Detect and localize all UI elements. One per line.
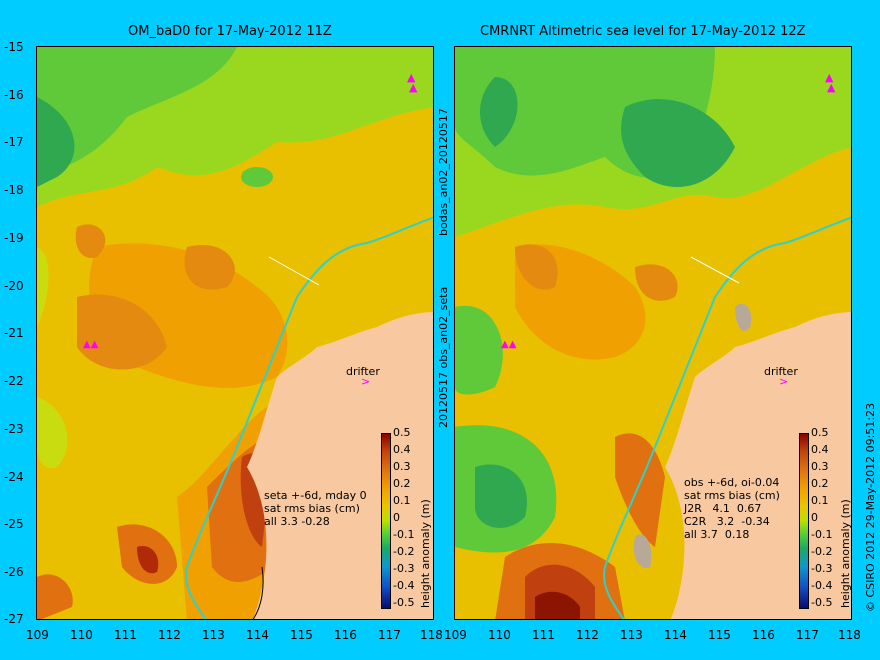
x-tick: 116: [334, 628, 357, 642]
colorbar-right: [799, 433, 809, 609]
svg-text:▲: ▲: [827, 81, 836, 94]
x-tick: 113: [620, 628, 643, 642]
x-tick: 114: [246, 628, 269, 642]
colorbar-tick: 0.5: [811, 426, 829, 439]
x-tick: 116: [752, 628, 775, 642]
colorbar-tick: -0.2: [811, 545, 833, 558]
y-tick: -19: [4, 231, 24, 245]
y-tick: -24: [4, 470, 24, 484]
y-tick: -18: [4, 183, 24, 197]
colorbar-tick: -0.1: [393, 528, 415, 541]
x-tick: 117: [378, 628, 401, 642]
svg-text:▲▲: ▲▲: [501, 339, 517, 350]
x-tick: 115: [290, 628, 313, 642]
colorbar-left: [381, 433, 391, 609]
colorbar-tick: 0.4: [811, 443, 829, 456]
colorbar-tick: -0.3: [393, 562, 415, 575]
x-tick: 111: [114, 628, 137, 642]
svg-text:▲: ▲: [409, 81, 418, 94]
left-panel-title: OM_baD0 for 17-May-2012 11Z: [128, 24, 332, 39]
x-tick: 115: [708, 628, 731, 642]
x-tick: 113: [202, 628, 225, 642]
colorbar-tick: -0.4: [811, 579, 833, 592]
run-id-label: bodas_an02_20120517: [437, 108, 450, 236]
colorbar-tick: -0.5: [811, 596, 833, 609]
y-tick: -16: [4, 88, 24, 102]
x-tick: 117: [796, 628, 819, 642]
x-tick: 114: [664, 628, 687, 642]
y-tick: -22: [4, 374, 24, 388]
svg-text:>: >: [779, 375, 788, 388]
svg-text:▲▲: ▲▲: [83, 339, 99, 350]
colorbar-tick: -0.4: [393, 579, 415, 592]
colorbar-tick: 0.4: [393, 443, 411, 456]
colorbar-left-label: height anomaly (m): [419, 499, 432, 608]
colorbar-right-label: height anomaly (m): [839, 499, 852, 608]
colorbar-tick: 0.5: [393, 426, 411, 439]
colorbar-tick: -0.3: [811, 562, 833, 575]
y-tick: -26: [4, 565, 24, 579]
y-tick: -27: [4, 612, 24, 626]
svg-text:▲: ▲: [407, 71, 416, 84]
right-panel-title: CMRNRT Altimetric sea level for 17-May-2…: [480, 24, 806, 39]
y-tick: -25: [4, 517, 24, 531]
x-tick: 111: [532, 628, 555, 642]
obs-id-label: 20120517 obs_an02_seta: [437, 286, 450, 428]
right-map-panel: ▲ ▲ ▲▲ >: [454, 46, 852, 620]
drifter-label-right: drifter: [764, 365, 798, 378]
y-tick: -23: [4, 422, 24, 436]
drifter-label-left: drifter: [346, 365, 380, 378]
svg-text:>: >: [361, 375, 370, 388]
colorbar-tick: 0.3: [811, 460, 829, 473]
colorbar-tick: 0.3: [393, 460, 411, 473]
colorbar-tick: 0.2: [393, 477, 411, 490]
x-tick: 109: [444, 628, 467, 642]
x-tick: 112: [158, 628, 181, 642]
x-tick: 110: [488, 628, 511, 642]
x-tick: 118: [420, 628, 443, 642]
colorbar-tick: -0.2: [393, 545, 415, 558]
x-tick: 118: [838, 628, 861, 642]
colorbar-tick: 0: [811, 511, 818, 524]
x-tick: 112: [576, 628, 599, 642]
colorbar-tick: 0.1: [811, 494, 829, 507]
y-tick: -20: [4, 279, 24, 293]
y-tick: -17: [4, 135, 24, 149]
x-tick: 109: [26, 628, 49, 642]
y-tick: -15: [4, 40, 24, 54]
y-tick: -21: [4, 326, 24, 340]
colorbar-tick: -0.5: [393, 596, 415, 609]
left-stats-text: seta +-6d, mday 0 sat rms bias (cm) all …: [264, 489, 367, 528]
colorbar-tick: 0: [393, 511, 400, 524]
copyright-label: © CSIRO 2012 29-May-2012 09:51:23: [864, 402, 877, 612]
svg-text:▲: ▲: [825, 71, 834, 84]
x-tick: 110: [70, 628, 93, 642]
right-stats-text: obs +-6d, oi-0.04 sat rms bias (cm) J2R …: [684, 476, 780, 541]
colorbar-tick: 0.2: [811, 477, 829, 490]
colorbar-tick: 0.1: [393, 494, 411, 507]
colorbar-tick: -0.1: [811, 528, 833, 541]
left-map-panel: ▲ ▲ ▲▲ >: [36, 46, 434, 620]
